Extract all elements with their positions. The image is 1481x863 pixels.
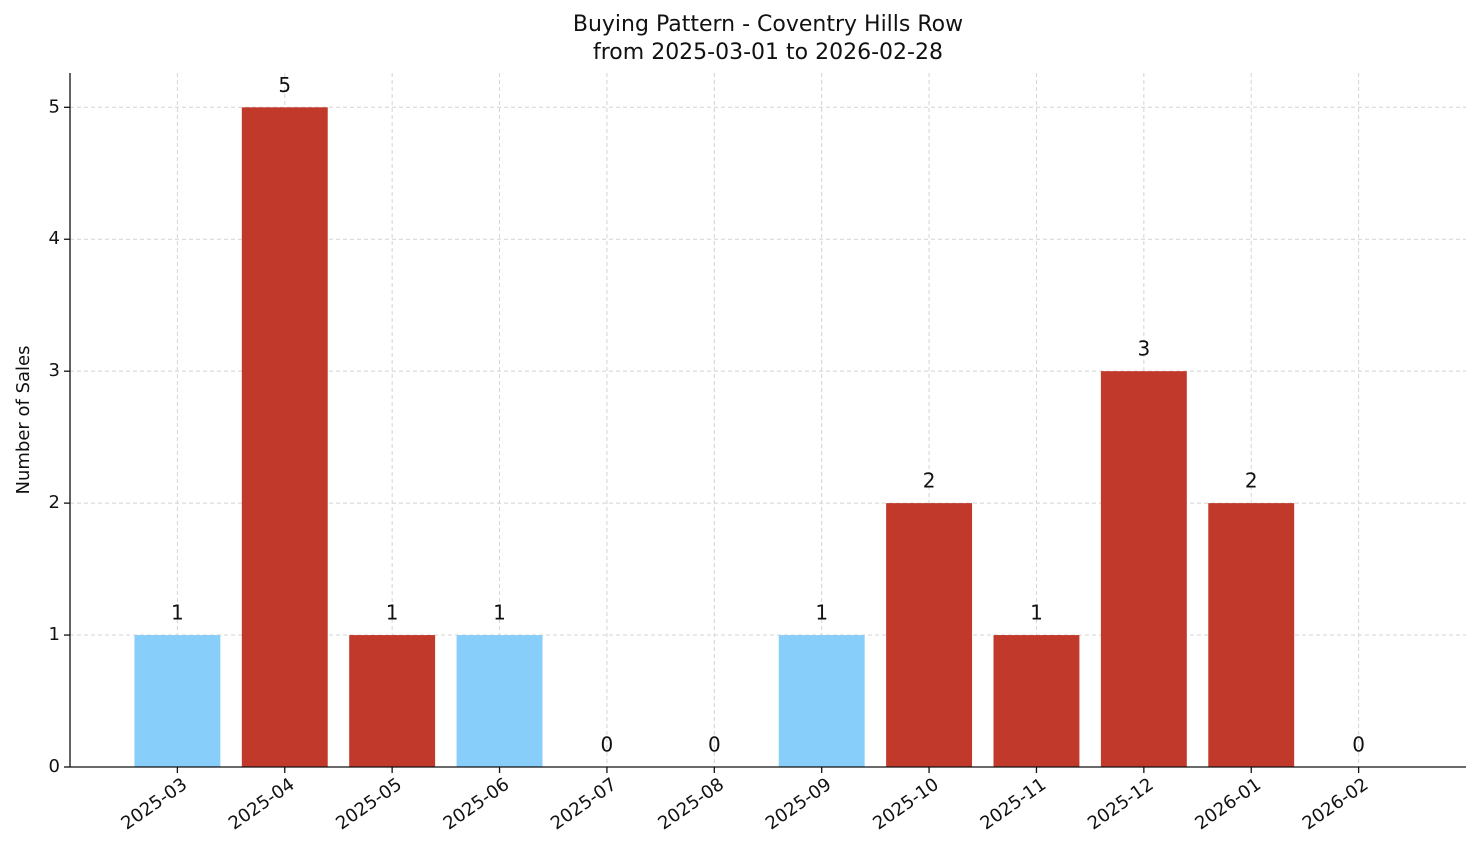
- bar: [1208, 503, 1295, 767]
- x-tick-label: 2026-02: [1299, 774, 1373, 834]
- value-label: 1: [171, 601, 184, 625]
- x-tick-label: 2025-10: [869, 774, 943, 834]
- bar: [778, 635, 865, 767]
- x-tick-label: 2025-09: [762, 774, 836, 834]
- y-tick-label: 5: [49, 96, 60, 117]
- x-tick-label: 2025-05: [332, 774, 406, 834]
- bar: [886, 503, 973, 767]
- x-tick-label: 2025-11: [977, 774, 1051, 834]
- value-label: 1: [815, 601, 828, 625]
- y-tick-label: 0: [49, 756, 60, 777]
- x-tick-label: 2026-01: [1191, 774, 1265, 834]
- bar: [993, 635, 1080, 767]
- value-label: 1: [386, 601, 399, 625]
- x-tick-label: 2025-03: [117, 774, 191, 834]
- chart-subtitle: from 2025-03-01 to 2026-02-28: [593, 40, 943, 65]
- y-axis-label: Number of Sales: [13, 345, 34, 494]
- y-tick-label: 3: [49, 360, 60, 381]
- chart-title: Buying Pattern - Coventry Hills Row: [573, 12, 963, 37]
- value-label: 0: [1352, 733, 1365, 757]
- value-label: 2: [1245, 469, 1258, 493]
- x-tick-label: 2025-08: [654, 774, 728, 834]
- value-label: 1: [493, 601, 506, 625]
- bar: [456, 635, 543, 767]
- value-label: 0: [708, 733, 721, 757]
- y-tick-label: 2: [49, 492, 60, 513]
- x-tick-label: 2025-06: [440, 774, 514, 834]
- value-label: 1: [1030, 601, 1043, 625]
- x-tick-label: 2025-12: [1084, 774, 1158, 834]
- y-tick-label: 4: [49, 228, 60, 249]
- value-label: 0: [601, 733, 614, 757]
- bar: [134, 635, 221, 767]
- bar: [1100, 371, 1187, 767]
- bar: [241, 107, 328, 767]
- y-tick-label: 1: [49, 624, 60, 645]
- value-label: 5: [278, 73, 291, 97]
- bar: [349, 635, 436, 767]
- value-label: 3: [1137, 337, 1150, 361]
- x-tick-label: 2025-04: [225, 774, 299, 834]
- value-label: 2: [923, 469, 936, 493]
- x-tick-label: 2025-07: [547, 774, 621, 834]
